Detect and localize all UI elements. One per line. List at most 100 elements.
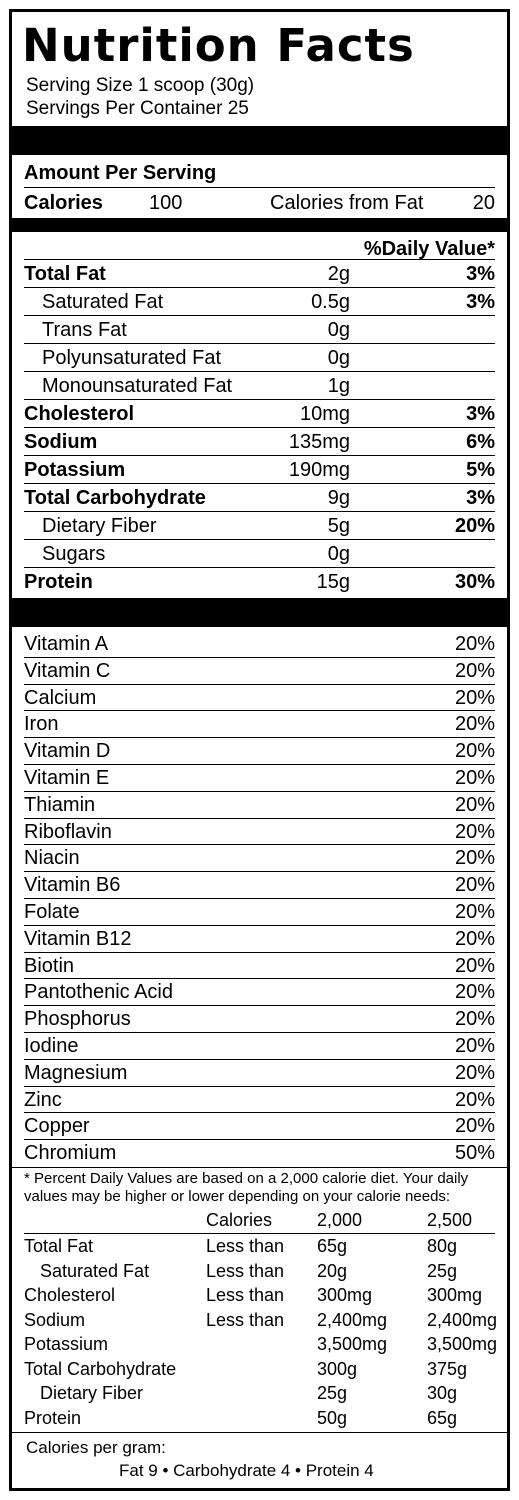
vitamin-row-copper: Copper 20% bbox=[24, 1113, 495, 1140]
footnote-text: * Percent Daily Values are based on a 2,… bbox=[24, 1170, 469, 1205]
dv-table-cell: 30g bbox=[427, 1383, 458, 1403]
dv-table-header: Calories bbox=[206, 1210, 273, 1230]
dv-table-nutrient: Protein bbox=[24, 1407, 82, 1428]
divider bbox=[24, 399, 495, 400]
nutrient-amount: 5g bbox=[327, 515, 350, 537]
vitamin-daily-value: 20% bbox=[454, 820, 495, 843]
nutrient-row-monounsaturated-fat: Monounsaturated Fat 1g bbox=[24, 372, 495, 400]
vitamin-daily-value: 20% bbox=[454, 1035, 495, 1057]
vitamin-row-vitamin-b6: Vitamin B6 20% bbox=[24, 872, 495, 899]
medium-divider bbox=[12, 218, 507, 232]
dv-table-nutrient: Sodium bbox=[24, 1309, 86, 1330]
vitamin-daily-value: 20% bbox=[454, 793, 495, 816]
vitamin-daily-value: 50% bbox=[454, 1142, 495, 1165]
vitamin-row-zinc: Zinc 20% bbox=[24, 1087, 495, 1114]
vitamin-daily-value: 20% bbox=[454, 847, 495, 870]
nutrient-row-saturated-fat: Saturated Fat 0.5g 3% bbox=[24, 288, 495, 316]
nutrient-name: Sugars bbox=[42, 543, 106, 565]
vitamin-row-riboflavin: Riboflavin 20% bbox=[24, 819, 495, 846]
dv-table-cell: 300g bbox=[317, 1358, 358, 1379]
dv-table-cell: 20g bbox=[317, 1260, 348, 1281]
nutrient-row-total-carbohydrate: Total Carbohydrate 9g 3% bbox=[24, 484, 495, 512]
divider bbox=[24, 1085, 495, 1087]
divider bbox=[24, 539, 495, 540]
calories-value: 100 bbox=[149, 192, 183, 214]
vitamin-row-folate: Folate 20% bbox=[24, 899, 495, 926]
nutrient-row-sugars: Sugars 0g bbox=[24, 540, 495, 568]
vitamin-name: Pantothenic Acid bbox=[24, 981, 173, 1004]
dv-table-cell: Less than bbox=[206, 1260, 285, 1281]
divider bbox=[24, 187, 495, 188]
vitamin-row-pantothenic-acid: Pantothenic Acid 20% bbox=[24, 979, 495, 1006]
divider bbox=[24, 1005, 495, 1007]
vitamin-daily-value: 20% bbox=[454, 633, 495, 655]
divider bbox=[24, 683, 495, 685]
amount-per-serving: Amount Per Serving bbox=[24, 162, 217, 184]
divider bbox=[24, 710, 495, 712]
nutrient-daily-value: 20% bbox=[454, 515, 495, 537]
divider bbox=[24, 924, 495, 926]
nutrient-amount: 135mg bbox=[288, 431, 350, 453]
nutrient-name: Polyunsaturated Fat bbox=[42, 347, 221, 369]
nutrient-daily-value: 5% bbox=[466, 459, 495, 481]
dv-table-nutrient: Total Fat bbox=[24, 1236, 94, 1256]
divider bbox=[24, 790, 495, 792]
dv-table-cell: Less than bbox=[206, 1285, 285, 1305]
nutrient-daily-value: 30% bbox=[454, 571, 495, 593]
dv-table-cell: 3,500mg bbox=[427, 1334, 498, 1354]
vitamin-name: Niacin bbox=[24, 847, 80, 870]
nutrient-amount: 2g bbox=[327, 263, 350, 285]
daily-value-header: %Daily Value* bbox=[363, 238, 495, 260]
vitamin-name: Thiamin bbox=[24, 793, 96, 816]
dv-table-nutrient: Cholesterol bbox=[24, 1285, 116, 1305]
dv-table-header: 2,000 bbox=[317, 1210, 363, 1230]
dv-table-cell: 2,400mg bbox=[317, 1309, 388, 1330]
dv-table-cell: 50g bbox=[317, 1407, 348, 1428]
vitamin-row-vitamin-c: Vitamin C 20% bbox=[24, 658, 495, 685]
divider bbox=[24, 737, 495, 739]
label-title: Nutrition Facts bbox=[22, 19, 415, 72]
dv-table-cell: 80g bbox=[427, 1236, 458, 1256]
nutrient-name: Total Carbohydrate bbox=[24, 487, 206, 509]
nutrient-daily-value: 3% bbox=[466, 291, 495, 313]
vitamin-row-magnesium: Magnesium 20% bbox=[24, 1060, 495, 1087]
dv-table-cell: 300mg bbox=[317, 1285, 373, 1305]
divider bbox=[24, 951, 495, 953]
dv-table-cell: 300mg bbox=[427, 1285, 483, 1305]
thick-divider bbox=[12, 598, 507, 627]
calories-label: Calories bbox=[24, 192, 103, 214]
divider bbox=[24, 343, 495, 344]
divider bbox=[24, 1139, 495, 1141]
divider bbox=[12, 1432, 507, 1433]
daily-value-footnote: * Percent Daily Values are based on a 2,… bbox=[24, 1170, 493, 1206]
nutrient-row-polyunsaturated-fat: Polyunsaturated Fat 0g bbox=[24, 344, 495, 372]
divider bbox=[12, 1167, 507, 1168]
vitamin-daily-value: 20% bbox=[454, 740, 495, 763]
thick-divider bbox=[12, 126, 507, 155]
nutrient-amount: 0g bbox=[327, 319, 350, 341]
divider bbox=[24, 427, 495, 428]
dv-table-cell: 65g bbox=[427, 1407, 458, 1428]
dv-table-nutrient: Saturated Fat bbox=[40, 1260, 150, 1281]
calories-from-fat-value: 20 bbox=[472, 192, 495, 214]
nutrient-row-potassium: Potassium 190mg 5% bbox=[24, 456, 495, 484]
nutrient-daily-value: 3% bbox=[466, 263, 495, 285]
nutrient-amount: 0g bbox=[327, 543, 350, 565]
nutrient-amount: 9g bbox=[327, 487, 350, 509]
divider bbox=[24, 656, 495, 658]
divider bbox=[24, 978, 495, 980]
dv-table-cell: Less than bbox=[206, 1309, 285, 1330]
vitamin-daily-value: 20% bbox=[454, 1115, 495, 1138]
nutrient-name: Dietary Fiber bbox=[42, 515, 157, 537]
vitamin-daily-value: 20% bbox=[454, 767, 495, 789]
divider bbox=[24, 483, 495, 484]
serving-size: Serving Size 1 scoop (30g) bbox=[26, 75, 255, 96]
vitamin-name: Magnesium bbox=[24, 1061, 128, 1084]
dv-table-cell: 25g bbox=[317, 1383, 348, 1403]
vitamin-daily-value: 20% bbox=[454, 1088, 495, 1111]
vitamin-name: Riboflavin bbox=[24, 820, 112, 843]
dv-table-nutrient: Total Carbohydrate bbox=[24, 1358, 177, 1379]
nutrient-daily-value: 6% bbox=[466, 431, 495, 453]
vitamin-name: Vitamin B12 bbox=[24, 927, 132, 950]
vitamin-name: Vitamin C bbox=[24, 659, 111, 682]
